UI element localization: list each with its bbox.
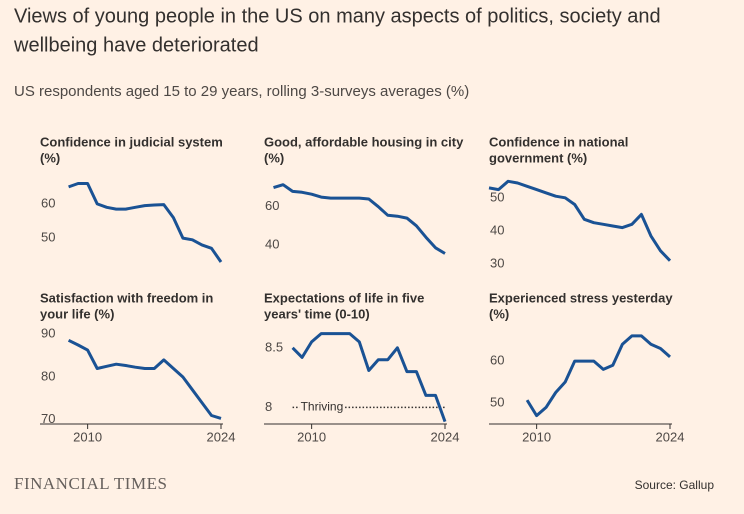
y-tick-label: 50 <box>490 189 504 204</box>
subtitle: US respondents aged 15 to 29 years, roll… <box>14 83 469 100</box>
y-tick-label: 60 <box>265 198 279 213</box>
y-tick-label: 50 <box>490 394 504 409</box>
y-tick-label: 40 <box>490 222 504 237</box>
panel-title: (%) <box>489 306 509 321</box>
x-tick-label: 2024 <box>207 429 236 444</box>
y-tick-label: 90 <box>41 326 55 341</box>
title-line: Views of young people in the US on many … <box>14 5 661 27</box>
data-line <box>273 183 446 255</box>
data-line <box>488 179 672 262</box>
annotation-label: Thriving <box>301 400 344 414</box>
panel-title: Good, affordable housing in city <box>264 134 464 149</box>
x-tick-label: 2010 <box>297 429 326 444</box>
panel-title: Confidence in judicial system <box>40 134 223 149</box>
x-tick-label: 2024 <box>656 429 685 444</box>
data-line <box>525 334 671 418</box>
panel-title: Satisfaction with freedom in <box>40 290 213 305</box>
panel-title: (%) <box>264 150 284 165</box>
title-line: wellbeing have deteriorated <box>13 34 259 56</box>
annotation-bg <box>299 399 345 414</box>
panel-title: government (%) <box>489 150 587 165</box>
source: Source: Gallup <box>635 478 715 492</box>
panel-title: your life (%) <box>40 306 114 321</box>
data-line <box>291 332 447 423</box>
panel-title: years' time (0-10) <box>264 306 370 321</box>
x-tick-label: 2010 <box>73 429 102 444</box>
y-tick-label: 60 <box>41 195 55 210</box>
y-tick-label: 80 <box>41 368 55 383</box>
y-tick-label: 8.5 <box>265 339 283 354</box>
panel-title: (%) <box>40 150 60 165</box>
y-tick-label: 50 <box>41 230 55 245</box>
panel-title: Confidence in national <box>489 134 628 149</box>
y-tick-label: 40 <box>265 236 279 251</box>
y-tick-label: 8 <box>265 399 272 414</box>
panel-title: Experienced stress yesterday <box>489 290 673 305</box>
data-line <box>67 338 222 420</box>
logo: FINANCIAL TIMES <box>14 474 167 493</box>
y-tick-label: 30 <box>490 255 504 270</box>
x-tick-label: 2024 <box>431 429 460 444</box>
panel-title: Expectations of life in five <box>264 290 424 305</box>
data-line <box>68 182 223 263</box>
x-tick-label: 2010 <box>522 429 551 444</box>
y-tick-label: 60 <box>490 352 504 367</box>
y-tick-label: 70 <box>41 411 55 426</box>
